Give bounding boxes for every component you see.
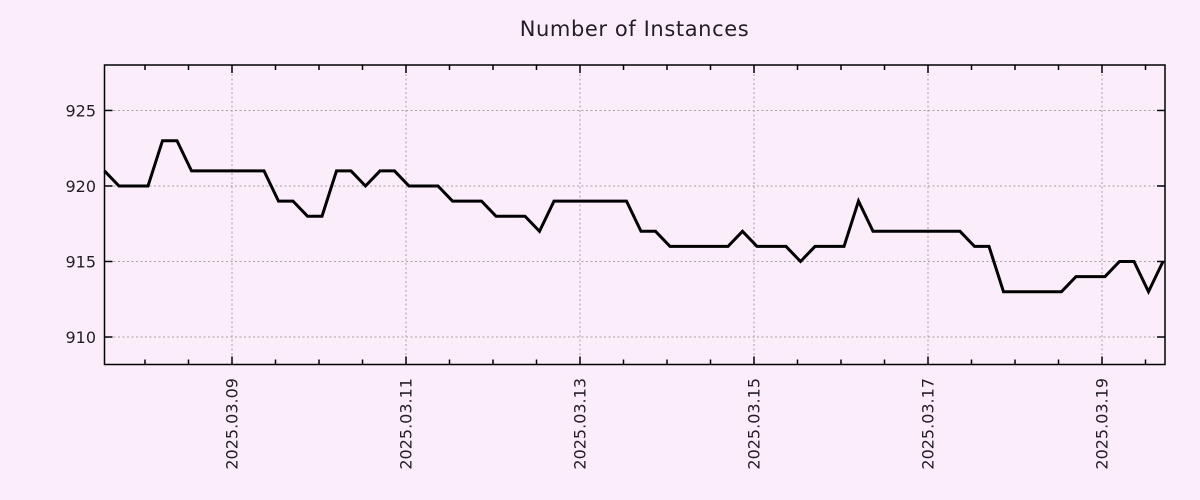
x-tick-label: 2025.03.17	[919, 378, 938, 470]
series-line-instances	[103, 139, 1165, 296]
y-tick-label: 915	[65, 252, 96, 271]
chart-title: Number of Instances	[519, 17, 750, 41]
grid-layer	[104, 65, 1165, 365]
plot-border	[103, 64, 1166, 366]
x-tick-label: 2025.03.09	[222, 378, 241, 470]
y-tick-label: 925	[65, 101, 96, 120]
border-layer	[103, 64, 1166, 366]
x-tick-label: 2025.03.13	[571, 378, 590, 470]
y-tick-label: 910	[65, 328, 96, 347]
x-tick-label: 2025.03.15	[745, 378, 764, 470]
axis-label-layer: 2025.03.09 2025.03.11 2025.03.13 2025.03.15…	[65, 101, 1111, 469]
x-tick-label: 2025.03.19	[1093, 378, 1112, 470]
tick-layer	[104, 65, 1165, 365]
x-tick-label: 2025.03.11	[396, 378, 415, 470]
series-layer	[103, 139, 1165, 296]
y-tick-label: 920	[65, 177, 96, 196]
